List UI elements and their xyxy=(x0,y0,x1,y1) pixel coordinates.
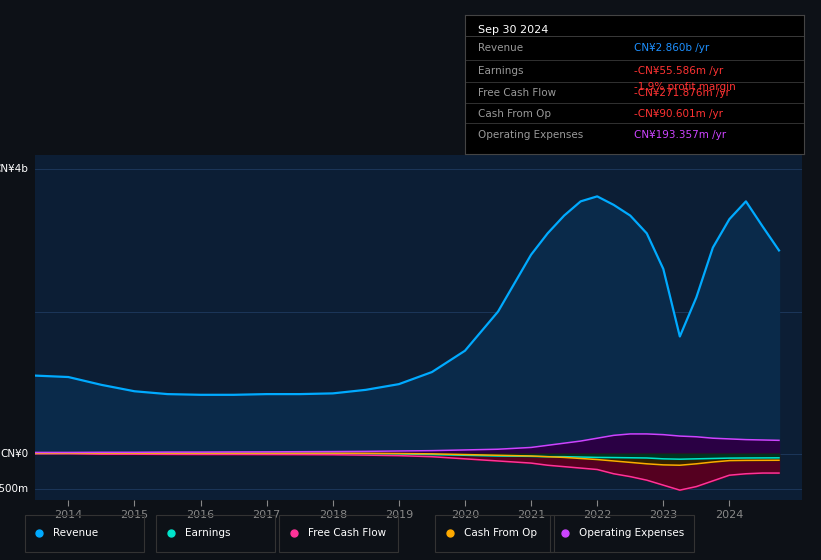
Text: -CN¥271.876m /yr: -CN¥271.876m /yr xyxy=(635,88,730,98)
Bar xyxy=(550,515,694,552)
Bar xyxy=(156,515,275,552)
Text: CN¥4b: CN¥4b xyxy=(0,164,29,174)
Text: -CN¥55.586m /yr: -CN¥55.586m /yr xyxy=(635,66,723,76)
Text: CN¥2.860b /yr: CN¥2.860b /yr xyxy=(635,44,709,53)
Text: Earnings: Earnings xyxy=(185,529,230,538)
Bar xyxy=(279,515,398,552)
Text: CN¥0: CN¥0 xyxy=(0,449,29,459)
Text: Cash From Op: Cash From Op xyxy=(464,529,537,538)
Text: -1.9% profit margin: -1.9% profit margin xyxy=(635,82,736,92)
Text: CN¥193.357m /yr: CN¥193.357m /yr xyxy=(635,129,727,139)
Bar xyxy=(435,515,554,552)
Text: Free Cash Flow: Free Cash Flow xyxy=(479,88,557,98)
Text: -CN¥90.601m /yr: -CN¥90.601m /yr xyxy=(635,109,723,119)
Bar xyxy=(25,515,144,552)
Text: Earnings: Earnings xyxy=(479,66,524,76)
Text: Operating Expenses: Operating Expenses xyxy=(579,529,684,538)
Text: Operating Expenses: Operating Expenses xyxy=(479,129,584,139)
Text: -CN¥500m: -CN¥500m xyxy=(0,484,29,494)
Text: Cash From Op: Cash From Op xyxy=(479,109,551,119)
Text: Revenue: Revenue xyxy=(479,44,523,53)
Text: Sep 30 2024: Sep 30 2024 xyxy=(479,25,548,35)
Text: Free Cash Flow: Free Cash Flow xyxy=(308,529,386,538)
Text: Revenue: Revenue xyxy=(53,529,99,538)
